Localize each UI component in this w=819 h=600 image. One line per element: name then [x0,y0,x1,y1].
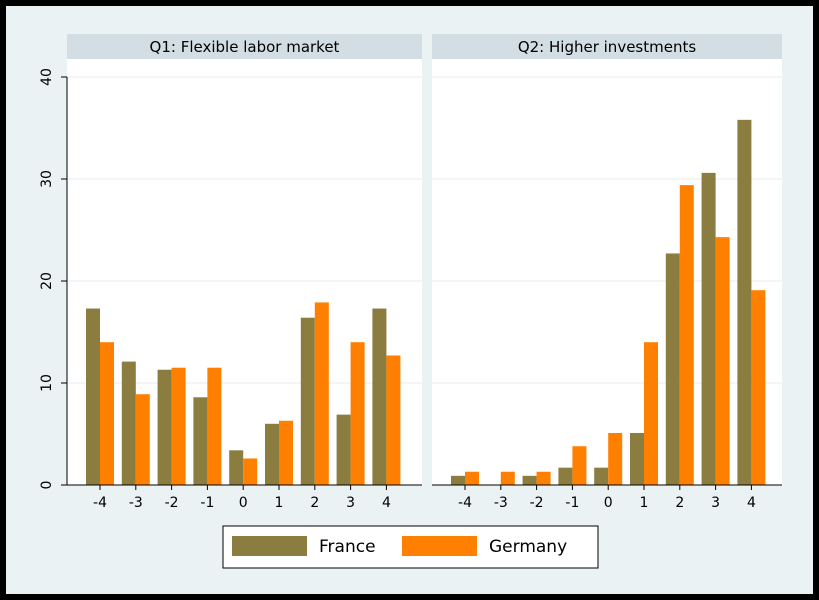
bar-germany-panel1-3 [350,342,365,485]
y-tick-label: 20 [39,272,55,290]
bar-france-panel1-1 [265,423,279,485]
x-tick-label-panel1: 1 [275,495,284,511]
bar-germany-panel1--3 [135,394,150,485]
panel-2-title: Q2: Higher investments [518,38,697,56]
x-tick-label-panel2: 1 [640,495,649,511]
figure: Q1: Flexible labor market -4 -3 -2 -1 0 1 2 3 4 Q2… [6,6,813,594]
x-tick-label-panel2: -4 [458,495,472,511]
bar-france-panel2--2 [522,475,537,485]
bar-germany-panel1--1 [207,367,222,485]
x-tick-label-panel2: -2 [530,495,544,511]
bar-germany-panel2-0 [608,432,623,485]
y-tick-label: 10 [39,374,55,392]
x-tick-label-panel2: 0 [604,495,613,511]
x-tick-label-panel1: 0 [239,495,248,511]
panel-2-title-strip [432,34,782,59]
x-tick-label-panel2: 2 [675,495,684,511]
x-tick-label-panel1: 2 [310,495,319,511]
panel-1-title: Q1: Flexible labor market [150,38,340,56]
bar-germany-panel2--1 [572,446,587,485]
bar-germany-panel1--4 [100,342,114,485]
x-tick-label-panel1: -2 [165,495,179,511]
bar-france-panel1--1 [193,397,208,485]
chart-svg: Q1: Flexible labor market -4 -3 -2 -1 0 1 2 3 4 Q2… [39,34,782,569]
legend-swatch-france [232,536,307,556]
bar-france-panel2-3 [701,172,716,485]
bar-germany-panel1-1 [279,420,293,485]
x-tick-label-panel2: 4 [747,495,756,511]
y-tick-label: 40 [39,68,55,86]
x-tick-label-panel2: 3 [711,495,720,511]
bar-germany-panel1-4 [386,355,401,485]
bar-france-panel1--3 [121,361,136,485]
x-tick-label-panel1: 3 [346,495,355,511]
bar-france-panel2-1 [630,432,644,485]
bar-germany-panel2--2 [536,471,551,485]
x-tick-label-panel1: -3 [129,495,143,511]
x-tick-label-panel1: -4 [93,495,107,511]
legend-label-france: France [319,537,376,557]
bar-germany-panel1--2 [171,367,186,485]
bar-france-panel2--1 [558,467,573,485]
legend-swatch-germany [402,536,477,556]
y-tick-label: 0 [39,481,55,490]
legend-label-germany: Germany [489,537,567,557]
panel-1-title-strip [67,34,422,59]
bar-france-panel1--2 [157,369,172,485]
y-tick-label: 30 [39,170,55,188]
x-tick-label-panel2: -3 [494,495,508,511]
bar-france-panel2--4 [451,475,465,485]
bar-france-panel1-0 [229,450,244,485]
bar-france-panel2-0 [594,467,609,485]
bar-germany-panel2--3 [500,471,515,485]
bar-germany-panel2-4 [751,290,766,485]
x-tick-label-panel1: -1 [200,495,214,511]
bar-france-panel1-4 [372,308,387,485]
bar-france-panel1--4 [86,308,100,485]
bar-france-panel1-2 [300,317,315,485]
bar-france-panel2-2 [665,253,680,485]
x-tick-label-panel2: -1 [565,495,579,511]
bar-france-panel2-4 [737,119,752,485]
bar-germany-panel2--4 [465,471,479,485]
bar-germany-panel1-2 [314,302,329,485]
bar-germany-panel2-2 [679,185,694,485]
bar-germany-panel1-0 [243,458,258,485]
bar-germany-panel2-3 [715,237,730,485]
bar-germany-panel2-1 [644,342,658,485]
x-tick-label-panel1: 4 [382,495,391,511]
bar-france-panel1-3 [336,414,351,485]
panel-1-plot-area [67,59,422,485]
